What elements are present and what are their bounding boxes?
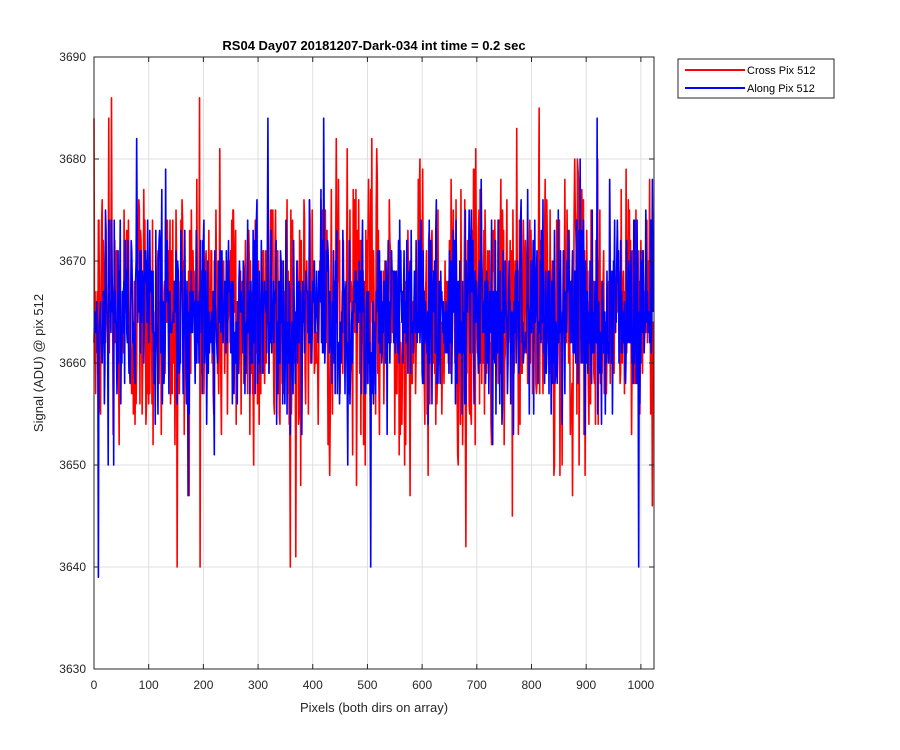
x-tick-label: 300 (248, 678, 268, 692)
x-tick-label: 900 (576, 678, 596, 692)
y-tick-label: 3660 (59, 356, 86, 370)
x-tick-label: 800 (521, 678, 541, 692)
x-tick-label: 400 (303, 678, 323, 692)
y-tick-labels: 3630 3640 3650 3660 3670 3680 3690 (59, 50, 86, 676)
x-tick-label: 200 (193, 678, 213, 692)
series-line-along-pix-512 (93, 117, 655, 578)
legend: Cross Pix 512 Along Pix 512 (677, 58, 835, 99)
x-tick-label: 700 (467, 678, 487, 692)
axis-ticks (93, 56, 654, 670)
legend-label-along: Along Pix 512 (747, 83, 815, 95)
x-tick-label: 500 (357, 678, 377, 692)
x-tick-label: 100 (139, 678, 159, 692)
x-tick-label: 1000 (628, 678, 655, 692)
y-axis-label: Signal (ADU) @ pix 512 (31, 294, 46, 432)
x-tick-labels: 0 100 200 300 400 500 600 700 800 900 1000 (91, 678, 655, 692)
y-tick-label: 3650 (59, 458, 86, 472)
y-tick-label: 3680 (59, 152, 86, 166)
y-tick-label: 3640 (59, 560, 86, 574)
legend-box (677, 58, 835, 99)
y-tick-label: 3670 (59, 254, 86, 268)
x-axis-label: Pixels (both dirs on array) (300, 700, 448, 715)
series-layer (93, 97, 655, 578)
legend-label-cross: Cross Pix 512 (747, 65, 815, 77)
chart-title: RS04 Day07 20181207-Dark-034 int time = … (222, 38, 525, 53)
x-tick-label: 600 (412, 678, 432, 692)
y-tick-label: 3630 (59, 662, 86, 676)
x-tick-label: 0 (91, 678, 98, 692)
y-tick-label: 3690 (59, 50, 86, 64)
